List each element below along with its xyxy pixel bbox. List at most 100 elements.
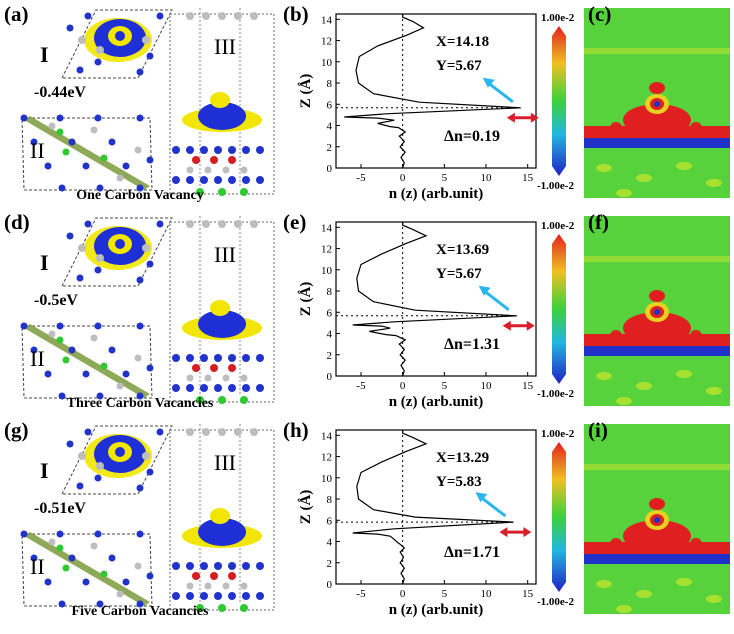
y-tick-label: 14 [321,14,333,26]
label-I: I [40,458,49,483]
structure-model-1 [20,216,275,404]
x-axis-title: n (z) (arb.unit) [389,602,484,618]
y-tick-label: 8 [327,494,333,506]
y-tick-label: 0 [327,371,333,383]
structure-model-0 [20,8,275,196]
side-view-III [169,216,275,404]
annot-x: X=13.29 [436,450,490,466]
panel-label-plot: (e) [283,210,307,234]
structure-model-2 [20,424,275,612]
colorbar-max: 1.00e-2 [541,220,575,232]
x-tick-label: 10 [481,380,493,392]
panel-label-plot: (b) [283,2,309,26]
blue-arrow [478,494,507,518]
dos-curve [352,222,517,377]
x-tick-label: 0 [400,588,406,600]
panel-label-map: (f) [588,210,609,234]
annot-x: X=14.18 [436,34,490,50]
annot-dn: Δn=1.31 [444,336,501,353]
colorbar-min: -1.00e-2 [537,180,574,192]
x-tick-label: 15 [522,172,534,184]
energy-value: -0.5eV [34,292,78,309]
y-tick-label: 12 [321,244,332,256]
label-III: III [214,450,236,475]
panel-label-map: (i) [588,418,608,442]
x-axis-title: n (z) (arb.unit) [389,186,484,202]
x-tick-label: 0 [400,172,406,184]
y-tick-label: 4 [327,537,333,549]
x-tick-label: 10 [481,588,493,600]
charge-density-map [584,216,730,406]
x-tick-label: 5 [442,588,448,600]
y-tick-label: 10 [321,265,333,277]
side-view-III [169,8,275,196]
blue-arrowhead [478,285,491,296]
panel-label-structure: (g) [4,418,29,442]
dos-curve [352,430,514,585]
label-III: III [214,242,236,267]
y-axis-title: Z (Å) [298,490,314,525]
blue-arrow [485,80,514,103]
y-tick-label: 14 [321,430,333,442]
x-tick-label: -5 [356,172,366,184]
plane-view-II [20,114,154,192]
colorbar [552,26,566,176]
x-axis-title: n (z) (arb.unit) [389,394,484,410]
caption: Five Carbon Vacancies [71,604,209,619]
x-tick-label: 0 [400,380,406,392]
y-tick-label: 6 [327,99,333,111]
plot-frame [335,429,537,585]
energy-value: -0.51eV [34,500,86,517]
dos-curve [344,14,521,169]
colorbar-max: 1.00e-2 [541,428,575,440]
y-tick-label: 12 [321,36,332,48]
label-II: II [30,346,45,371]
y-tick-label: 4 [327,121,333,133]
y-tick-label: 8 [327,78,333,90]
annot-y: Y=5.67 [436,58,482,74]
y-tick-label: 2 [327,142,333,154]
x-tick-label: 5 [442,172,448,184]
x-tick-label: 5 [442,380,448,392]
caption: One Carbon Vacancy [76,188,204,203]
blue-arrowhead [475,492,488,503]
annot-y: Y=5.67 [436,266,482,282]
label-II: II [30,138,45,163]
top-view-I [61,217,173,287]
y-tick-label: 2 [327,558,333,570]
y-tick-label: 0 [327,579,333,591]
y-tick-label: 10 [321,473,333,485]
label-II: II [30,554,45,579]
charge-density-map [584,8,730,198]
x-tick-label: -5 [356,588,366,600]
charge-density-map [584,424,730,614]
y-tick-label: 4 [327,329,333,341]
y-tick-label: 6 [327,307,333,319]
x-tick-label: 15 [522,588,534,600]
side-view-III [169,424,275,612]
annot-y: Y=5.83 [436,474,482,490]
y-tick-label: 0 [327,163,333,175]
y-tick-label: 2 [327,350,333,362]
x-tick-label: 15 [522,380,534,392]
x-tick-label: 10 [481,172,493,184]
y-tick-label: 6 [327,515,333,527]
label-I: I [40,250,49,275]
annot-dn: Δn=1.71 [444,544,501,561]
blue-arrow [481,288,510,311]
energy-value: -0.44eV [34,84,86,101]
annot-x: X=13.69 [436,242,490,258]
plane-view-II [20,322,154,400]
colorbar-max: 1.00e-2 [541,12,575,24]
plane-view-II [20,530,154,608]
plot-frame [335,13,537,169]
y-tick-label: 12 [321,452,332,464]
colorbar-min: -1.00e-2 [537,596,574,608]
colorbar [552,442,566,592]
panel-label-plot: (h) [283,418,309,442]
y-axis-title: Z (Å) [298,282,314,317]
x-tick-label: -5 [356,380,366,392]
